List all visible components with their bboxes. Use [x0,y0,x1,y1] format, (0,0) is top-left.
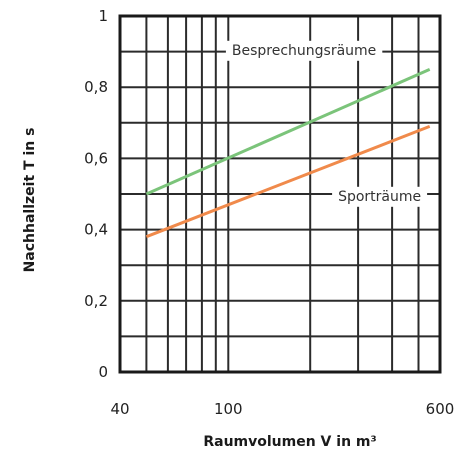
y-tick-label: 0,8 [84,78,108,96]
series-label-background [332,186,428,207]
series-line-1 [145,68,431,196]
y-tick-label: 1 [98,7,108,25]
y-axis-title: Nachhallzeit T in s [22,128,38,273]
series-label-background [225,40,383,61]
x-tick-label: 600 [426,400,455,418]
x-tick-label: 100 [214,400,243,418]
series-label: Sporträume [338,189,421,205]
y-tick-label: 0 [98,363,108,381]
y-tick-label: 0,6 [84,149,108,167]
y-tick-label: 0,4 [84,221,108,239]
tick-layer: 0 0,2 0,4 0,6 0,8 1 40 100 600 [84,7,454,418]
series-label: Besprechungsräume [232,43,376,59]
plot-frame [118,14,442,374]
series-line-2 [145,125,431,239]
x-axis-title: Raumvolumen V in m³ [203,434,376,450]
series-layer: Besprechungsräume Sporträume [145,40,431,239]
y-tick-label: 0,2 [84,292,108,310]
x-tick-label: 40 [110,400,129,418]
